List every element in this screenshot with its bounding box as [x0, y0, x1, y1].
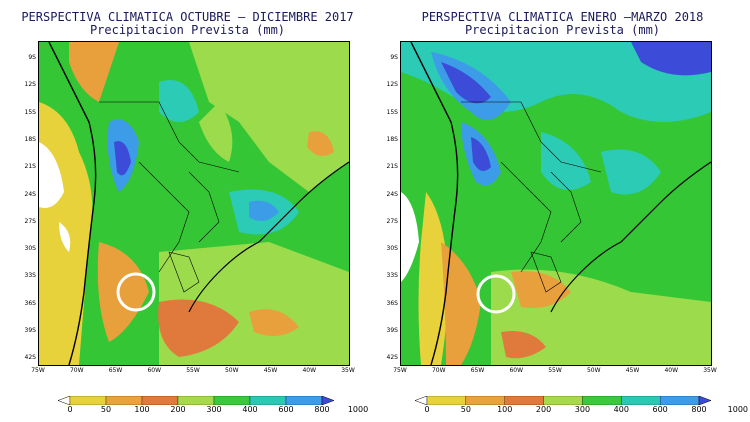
- colorbar-segment: [58, 396, 71, 405]
- colorbar-segment: [582, 396, 622, 405]
- latitude-label: 36S: [24, 299, 36, 307]
- colorbar-segment: [621, 396, 661, 405]
- latitude-label: 30S: [24, 245, 36, 253]
- longitude-label: 35W: [703, 367, 717, 374]
- latitude-label: 12S: [386, 81, 398, 89]
- colorbar-label: 0: [67, 405, 73, 414]
- colorbar-segment: [415, 396, 428, 405]
- latitude-label: 27S: [24, 217, 36, 225]
- longitude-label: 50W: [224, 367, 239, 374]
- longitude-label: 65W: [470, 367, 485, 374]
- latitude-label: 9S: [390, 54, 398, 61]
- latitude-label: 18S: [24, 135, 36, 143]
- colorbar-segment: [426, 396, 467, 405]
- colorbar-segment: [321, 396, 334, 405]
- colorbar-segment: [105, 396, 143, 405]
- panel-oct-dec: PERSPECTIVA CLIMATICA OCTUBRE – DICIEMBR…: [21, 10, 369, 415]
- latitude-label: 36S: [386, 299, 398, 307]
- longitude-label: 40W: [302, 367, 317, 374]
- longitude-label: 35W: [341, 367, 355, 374]
- colorbar-label: 1000: [347, 405, 369, 414]
- colorbar-segment: [177, 396, 215, 405]
- colorbar-segment: [465, 396, 505, 405]
- longitude-label: 75W: [393, 367, 407, 374]
- colorbar-label: 600: [652, 405, 668, 414]
- latitude-label: 42S: [386, 354, 398, 362]
- colorbar-segment: [285, 396, 323, 405]
- colorbar-label: 50: [100, 405, 112, 414]
- colorbar-segment: [659, 396, 700, 405]
- latitude-label: 33S: [24, 272, 36, 280]
- colorbar-label: 400: [613, 405, 629, 414]
- latitude-label: 30S: [386, 245, 398, 253]
- latitude-label: 39S: [24, 327, 36, 334]
- latitude-label: 9S: [28, 54, 36, 61]
- colorbar-segment: [141, 396, 179, 405]
- latitude-label: 12S: [24, 81, 36, 89]
- longitude-label: 55W: [548, 367, 562, 374]
- colorbar-label: 100: [497, 405, 513, 414]
- latitude-label: 21S: [386, 163, 398, 171]
- colorbar-label: 1000: [727, 405, 749, 414]
- longitude-label: 55W: [186, 367, 200, 374]
- latitude-label: 15S: [24, 108, 36, 116]
- latitude-label: 42S: [24, 354, 36, 362]
- latitude-label: 39S: [386, 327, 398, 334]
- colorbar-segment: [249, 396, 287, 405]
- latitude-label: 15S: [386, 108, 398, 116]
- colorbar-segment: [543, 396, 583, 405]
- colorbar-segment: [504, 396, 544, 405]
- longitude-label: 45W: [263, 367, 278, 374]
- longitude-label: 70W: [431, 367, 446, 374]
- latitude-label: 24S: [24, 190, 36, 198]
- map-title: PERSPECTIVA CLIMATICA ENERO –MARZO 2018: [421, 10, 704, 24]
- longitude-label: 60W: [147, 367, 162, 374]
- colorbar-label: 0: [424, 405, 430, 414]
- colorbar-segment: [698, 396, 711, 405]
- longitude-label: 45W: [625, 367, 640, 374]
- latitude-label: 18S: [386, 135, 398, 143]
- latitude-label: 24S: [386, 190, 398, 198]
- longitude-label: 65W: [108, 367, 123, 374]
- longitude-label: 60W: [509, 367, 524, 374]
- panel-jan-mar: PERSPECTIVA CLIMATICA ENERO –MARZO 2018 …: [375, 0, 750, 422]
- colorbar-segment: [213, 396, 251, 405]
- colorbar-label: 400: [242, 405, 258, 414]
- colorbar: [415, 396, 711, 405]
- colorbar-label: 600: [278, 405, 294, 414]
- longitude-label: 75W: [31, 367, 45, 374]
- colorbar-label: 800: [691, 405, 707, 414]
- colorbar-label: 200: [535, 405, 552, 414]
- colorbar-label: 200: [170, 405, 186, 414]
- latitude-label: 27S: [386, 217, 398, 225]
- precipitation-map: [400, 41, 712, 366]
- colorbar-segment: [69, 396, 107, 405]
- colorbar-label: 300: [206, 405, 222, 414]
- map-subtitle: Precipitacion Prevista (mm): [89, 23, 286, 37]
- colorbar-label: 100: [134, 405, 150, 414]
- longitude-label: 50W: [586, 367, 601, 374]
- colorbar-label: 50: [460, 405, 471, 414]
- colorbar: [58, 396, 334, 405]
- colorbar-label: 800: [314, 405, 330, 414]
- longitude-label: 70W: [69, 367, 84, 374]
- map-title: PERSPECTIVA CLIMATICA OCTUBRE – DICIEMBR…: [21, 10, 354, 24]
- latitude-label: 33S: [386, 272, 398, 280]
- colorbar-label: 300: [574, 405, 591, 414]
- map-subtitle: Precipitacion Prevista (mm): [464, 23, 661, 37]
- precipitation-map: [38, 41, 350, 366]
- latitude-label: 21S: [24, 163, 36, 171]
- longitude-label: 40W: [664, 367, 679, 374]
